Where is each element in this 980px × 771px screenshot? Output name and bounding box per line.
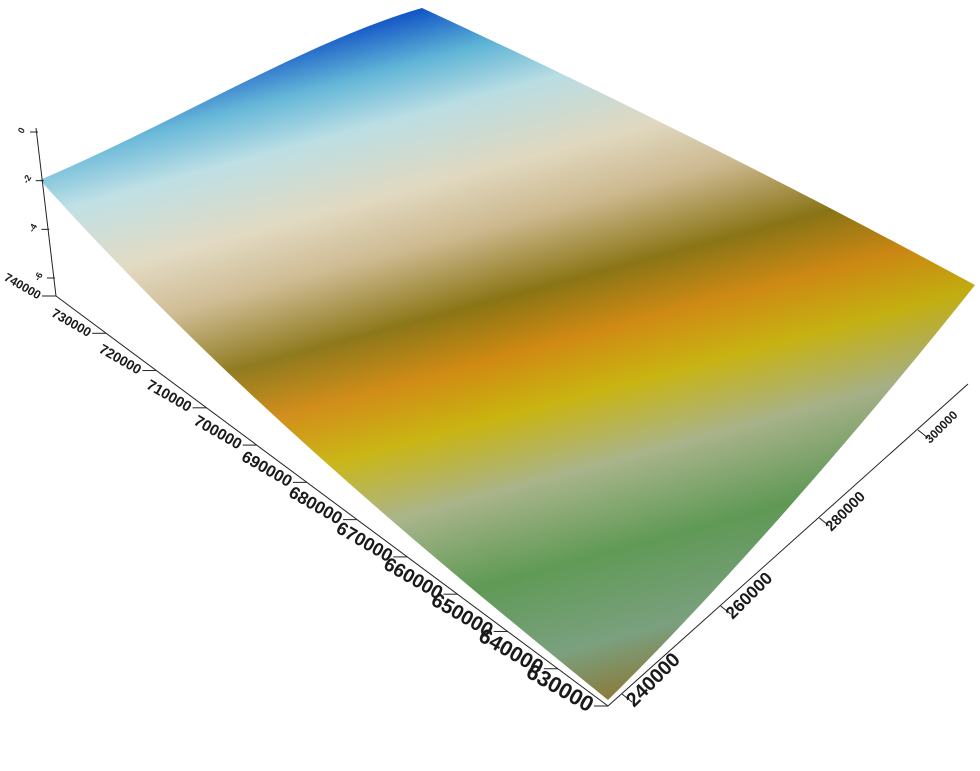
y-tick-label: 720000	[97, 341, 145, 377]
x-tick-mark	[917, 429, 929, 439]
y-tick-label: 700000	[191, 413, 245, 454]
z-axis: -6 -4 -2 0	[16, 126, 57, 297]
z-axis-line	[35, 127, 57, 297]
x-tick-label: 260000	[721, 568, 776, 623]
y-tick-label: 710000	[144, 377, 194, 415]
x-axis-line	[607, 383, 969, 707]
z-tick-label: -2	[21, 173, 34, 185]
y-tick-label: 670000	[333, 517, 397, 566]
y-tick-label: 690000	[238, 448, 295, 491]
x-tick-mark	[819, 517, 830, 527]
z-tick-label: 0	[16, 126, 27, 135]
x-tick-mark	[621, 693, 633, 703]
y-axis-line	[55, 295, 609, 707]
z-tick-label: -4	[26, 222, 39, 234]
z-tick-label: -6	[32, 271, 45, 283]
surface	[40, 8, 975, 700]
x-tick-label: 300000	[922, 408, 960, 446]
y-tick-label: 730000	[49, 305, 94, 339]
x-tick-label: 280000	[823, 489, 869, 535]
surface-shading	[40, 8, 975, 700]
x-tick-mark	[720, 605, 731, 615]
